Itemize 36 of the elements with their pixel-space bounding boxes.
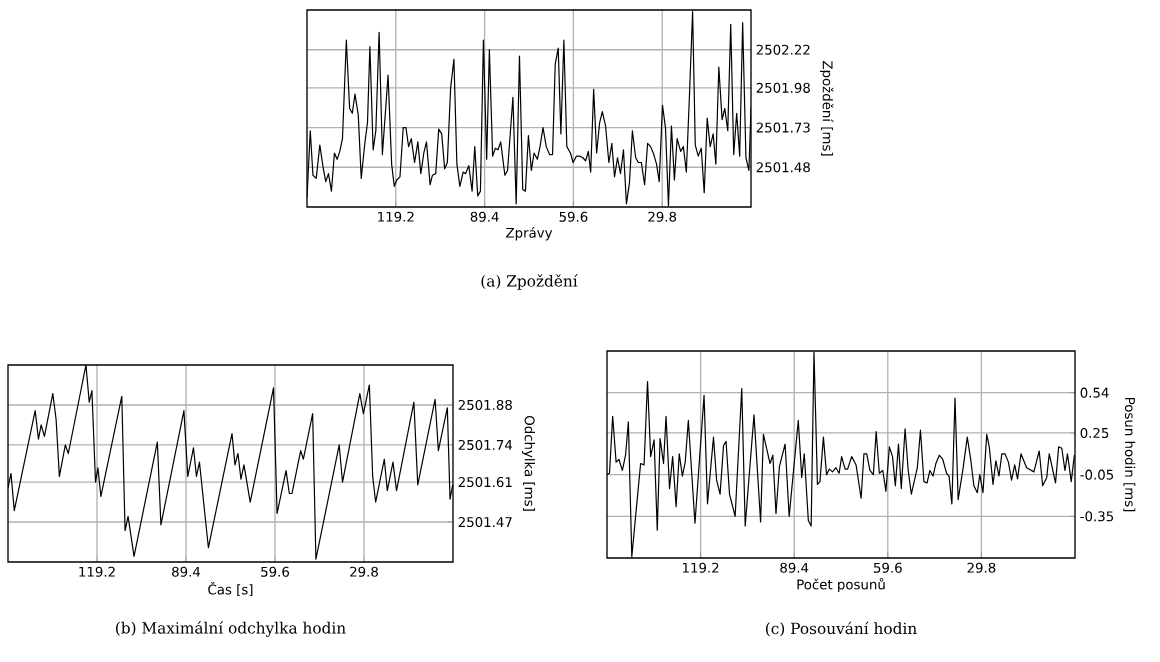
x-tick-label: 59.6 (261, 566, 290, 577)
x-tick-label: 89.4 (470, 211, 499, 222)
x-tick-label: 29.8 (648, 211, 677, 222)
y-tick-label: 2501.47 (458, 516, 512, 528)
y-tick-label: 2501.73 (756, 122, 810, 133)
x-tick-label: 89.4 (172, 566, 201, 577)
x-axis-title: Počet posunů (797, 577, 885, 593)
x-axis-title: Čas [s] (208, 581, 253, 597)
y-tick-label: -0.35 (1080, 511, 1114, 522)
y-axis-title: Zpoždění [ms] (820, 61, 834, 156)
y-tick-label: -0.05 (1080, 469, 1114, 480)
x-tick-label: 59.6 (873, 562, 902, 573)
text: (c) Posouvání hodin (765, 621, 917, 637)
y-axis-title: Odchylka [ms] (522, 415, 535, 511)
y-tick-label: 0.54 (1080, 387, 1109, 398)
y-tick-label: 2501.61 (458, 477, 512, 488)
y-tick-label: 0.25 (1080, 427, 1109, 438)
y-tick-label: 2501.88 (458, 399, 512, 411)
x-tick-label: 29.8 (350, 566, 378, 577)
x-tick-label: 29.8 (967, 562, 996, 573)
x-tick-label: 119.2 (79, 566, 115, 577)
y-tick-label: 2502.22 (756, 44, 810, 55)
text: (a) Zpoždění (481, 274, 578, 290)
y-tick-label: 2501.98 (756, 82, 810, 93)
x-tick-label: 89.4 (780, 562, 809, 573)
line-series (307, 10, 751, 207)
x-tick-label: 59.6 (559, 211, 588, 222)
text: (b) Maximální odchylka hodin (116, 621, 346, 637)
x-axis-title: Zprávy (506, 226, 553, 241)
line-series (607, 351, 1075, 558)
line-series (8, 365, 453, 560)
y-axis-title: Posun hodin [ms] (1123, 398, 1136, 512)
x-tick-label: 119.2 (682, 562, 719, 573)
x-tick-label: 119.2 (378, 211, 414, 222)
y-tick-label: 2501.48 (756, 162, 810, 173)
y-tick-label: 2501.74 (458, 439, 513, 450)
